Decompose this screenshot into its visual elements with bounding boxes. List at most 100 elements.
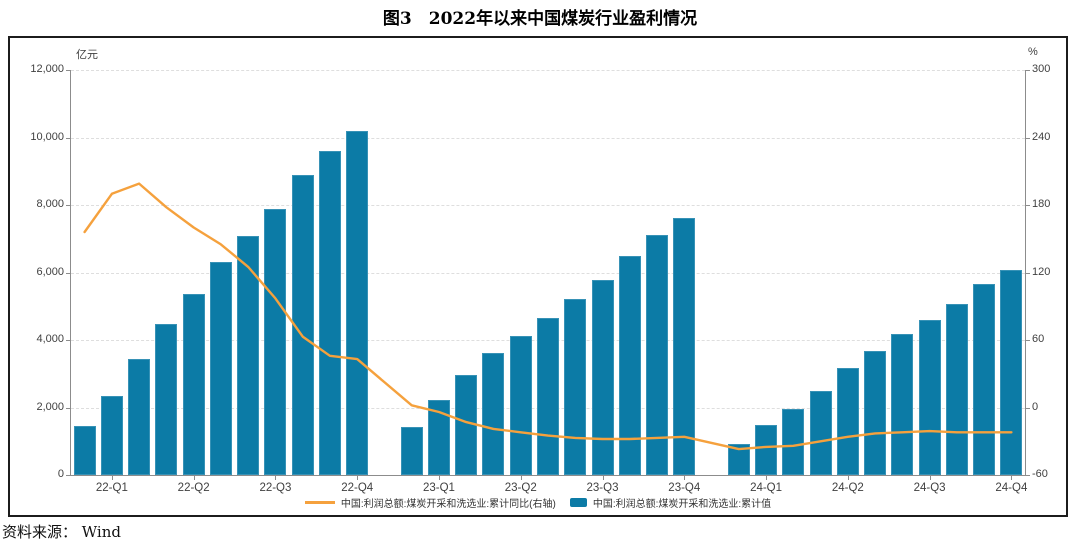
right-axis-tick xyxy=(1025,138,1030,139)
x-axis-tick-label: 23-Q1 xyxy=(422,482,455,494)
right-axis-tick xyxy=(1025,475,1030,476)
x-axis-tick-label: 24-Q3 xyxy=(913,482,946,494)
x-axis-tick xyxy=(275,475,277,480)
right-axis-tick xyxy=(1025,273,1030,274)
bar xyxy=(291,175,314,475)
x-axis-tick xyxy=(1011,475,1013,480)
x-axis-tick xyxy=(438,475,440,480)
right-axis-tick xyxy=(1025,408,1030,409)
left-axis-tick-label: 6,000 xyxy=(36,266,64,278)
right-axis-tick-label: 300 xyxy=(1032,63,1051,75)
gridline xyxy=(71,138,1025,139)
x-axis-tick-label: 22-Q4 xyxy=(341,482,374,494)
right-axis-tick-label: 240 xyxy=(1032,131,1051,143)
bar xyxy=(836,368,859,475)
bar xyxy=(591,279,614,475)
x-axis-tick xyxy=(929,475,931,480)
bar xyxy=(100,396,123,475)
right-axis-tick-label: -60 xyxy=(1032,468,1048,480)
x-axis-tick xyxy=(847,475,849,480)
bar xyxy=(128,358,151,475)
bar xyxy=(727,443,750,475)
bar xyxy=(809,390,832,475)
legend: 中国:利润总额:煤炭开采和洗选业:累计同比(右轴) 中国:利润总额:煤炭开采和洗… xyxy=(10,495,1066,510)
left-axis-tick-label: 0 xyxy=(57,468,64,480)
x-axis-tick-label: 22-Q2 xyxy=(177,482,210,494)
x-axis-tick xyxy=(602,475,604,480)
gridline xyxy=(71,70,1025,71)
bar xyxy=(400,426,423,475)
bar-series-swatch-icon xyxy=(569,498,587,507)
x-axis-tick-label: 24-Q4 xyxy=(995,482,1028,494)
bar xyxy=(918,319,941,475)
left-axis-tick xyxy=(66,70,71,71)
legend-label-line: 中国:利润总额:煤炭开采和洗选业:累计同比(右轴) xyxy=(340,499,556,510)
data-source-note: 资料来源： Wind xyxy=(2,523,121,541)
bar xyxy=(673,217,696,475)
right-axis-tick-label: 0 xyxy=(1032,401,1039,413)
left-axis-tick xyxy=(66,408,71,409)
bar xyxy=(755,425,778,475)
left-axis-tick xyxy=(66,340,71,341)
bar xyxy=(646,235,669,475)
x-axis-tick-label: 23-Q4 xyxy=(668,482,701,494)
yoy-growth-line xyxy=(83,182,1013,451)
right-axis-tick-label: 180 xyxy=(1032,198,1051,210)
left-axis-tick-label: 10,000 xyxy=(30,131,64,143)
x-axis-tick-label: 22-Q3 xyxy=(259,482,292,494)
left-axis-tick xyxy=(66,273,71,274)
bar xyxy=(264,209,287,475)
bar xyxy=(618,255,641,475)
bar xyxy=(155,324,178,475)
plot-area: 12,000 300 10,000 240 8,000 180 6,000 120 4,000 6… xyxy=(30,63,1050,494)
left-axis-tick-label: 2,000 xyxy=(36,401,64,413)
right-axis-tick xyxy=(1025,70,1030,71)
left-axis-tick-label: 8,000 xyxy=(36,198,64,210)
bar xyxy=(182,293,205,475)
bar xyxy=(973,283,996,475)
bar xyxy=(509,335,532,475)
x-axis-tick xyxy=(357,475,359,480)
x-axis-tick-label: 24-Q2 xyxy=(831,482,864,494)
legend-item-line: 中国:利润总额:煤炭开采和洗选业:累计同比(右轴) xyxy=(304,495,556,510)
x-axis-tick-label: 23-Q3 xyxy=(586,482,619,494)
right-axis-tick xyxy=(1025,205,1030,206)
x-axis-tick xyxy=(684,475,686,480)
chart-frame: 亿元 % 12,000 300 10,000 240 8,000 180 6,000 120 4… xyxy=(8,36,1068,517)
bar xyxy=(482,352,505,475)
right-axis-tick-label: 120 xyxy=(1032,266,1051,278)
bar xyxy=(237,235,260,475)
bar xyxy=(318,151,341,475)
x-axis-tick xyxy=(111,475,113,480)
legend-item-bar: 中国:利润总额:煤炭开采和洗选业:累计值 xyxy=(569,495,772,510)
bar xyxy=(864,350,887,475)
bar xyxy=(782,409,805,475)
left-axis-unit-label: 亿元 xyxy=(76,49,98,61)
bar xyxy=(564,298,587,475)
bar xyxy=(73,426,96,475)
chart-title: 图3 2022年以来中国煤炭行业盈利情况 xyxy=(382,9,698,29)
right-axis-unit-label: % xyxy=(1028,46,1038,58)
legend-label-bar: 中国:利润总额:煤炭开采和洗选业:累计值 xyxy=(592,499,772,510)
right-axis-tick xyxy=(1025,340,1030,341)
right-axis-tick-label: 60 xyxy=(1032,333,1045,345)
x-axis-tick xyxy=(193,475,195,480)
left-axis-tick xyxy=(66,138,71,139)
bar xyxy=(427,400,450,475)
x-axis-tick-label: 24-Q1 xyxy=(750,482,783,494)
x-axis-tick-label: 23-Q2 xyxy=(504,482,537,494)
x-axis-tick-label: 22-Q1 xyxy=(95,482,128,494)
bar xyxy=(346,130,369,475)
bar xyxy=(891,333,914,475)
gridline xyxy=(71,273,1025,274)
line-series-swatch-icon xyxy=(304,501,335,504)
left-axis-tick-label: 4,000 xyxy=(36,333,64,345)
x-axis-tick xyxy=(520,475,522,480)
left-axis-tick-label: 12,000 xyxy=(30,63,64,75)
bar xyxy=(209,262,232,475)
bar xyxy=(1000,270,1023,475)
gridline xyxy=(71,205,1025,206)
left-axis-tick xyxy=(66,205,71,206)
left-axis-tick xyxy=(66,475,71,476)
x-axis-tick xyxy=(766,475,768,480)
